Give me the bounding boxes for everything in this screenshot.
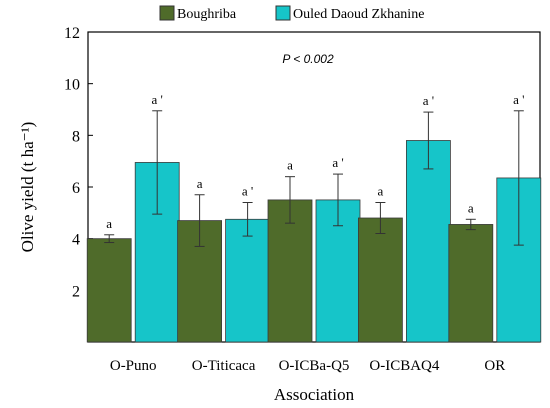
legend-swatch-ouled-daoud-zkhanine	[275, 5, 291, 21]
significance-label: a	[197, 176, 203, 191]
y-tick-label: 2	[72, 283, 80, 300]
significance-label: a	[106, 216, 112, 231]
y-tick-label: 10	[64, 77, 80, 94]
bar	[86, 238, 132, 343]
legend: Boughriba Ouled Daoud Zkhanine	[159, 5, 424, 22]
significance-label: a '	[152, 92, 163, 107]
bars-group: a a ' a a ' a a ' a a ' a a '	[86, 92, 542, 343]
x-tick-label: O-ICBAQ4	[369, 358, 439, 374]
y-tick-label: 8	[72, 128, 80, 145]
bar	[357, 217, 403, 343]
y-axis-title: Olive yield (t ha⁻¹)	[18, 122, 37, 253]
x-tick-label: OR	[484, 358, 505, 374]
significance-label: a '	[242, 184, 253, 199]
legend-label-boughriba: Boughriba	[177, 7, 237, 22]
x-tick-label: O-Titicaca	[192, 358, 256, 374]
significance-label: a	[378, 184, 384, 199]
legend-label-ouled-daoud-zkhanine: Ouled Daoud Zkhanine	[293, 7, 424, 22]
x-tick-label: O-Puno	[110, 358, 157, 374]
x-tick-label: O-ICBa-Q5	[279, 358, 350, 374]
y-tick-label: 6	[72, 180, 80, 197]
significance-label: a	[468, 200, 474, 215]
x-axis-title: Association	[274, 385, 355, 404]
y-tick-label: 12	[64, 25, 80, 42]
significance-label: a '	[423, 93, 434, 108]
p-value-annotation: P < 0.002	[282, 52, 334, 66]
significance-label: a '	[332, 155, 343, 170]
y-axis: 2 4 6 8 10 12	[64, 25, 93, 300]
bar	[225, 218, 271, 343]
bar	[448, 224, 494, 343]
legend-swatch-boughriba	[159, 5, 175, 21]
bar	[405, 140, 451, 343]
x-axis: O-Puno O-Titicaca O-ICBa-Q5 O-ICBAQ4 OR	[110, 358, 505, 374]
significance-label: a '	[513, 92, 524, 107]
significance-label: a	[287, 158, 293, 173]
y-tick-label: 4	[72, 232, 80, 249]
